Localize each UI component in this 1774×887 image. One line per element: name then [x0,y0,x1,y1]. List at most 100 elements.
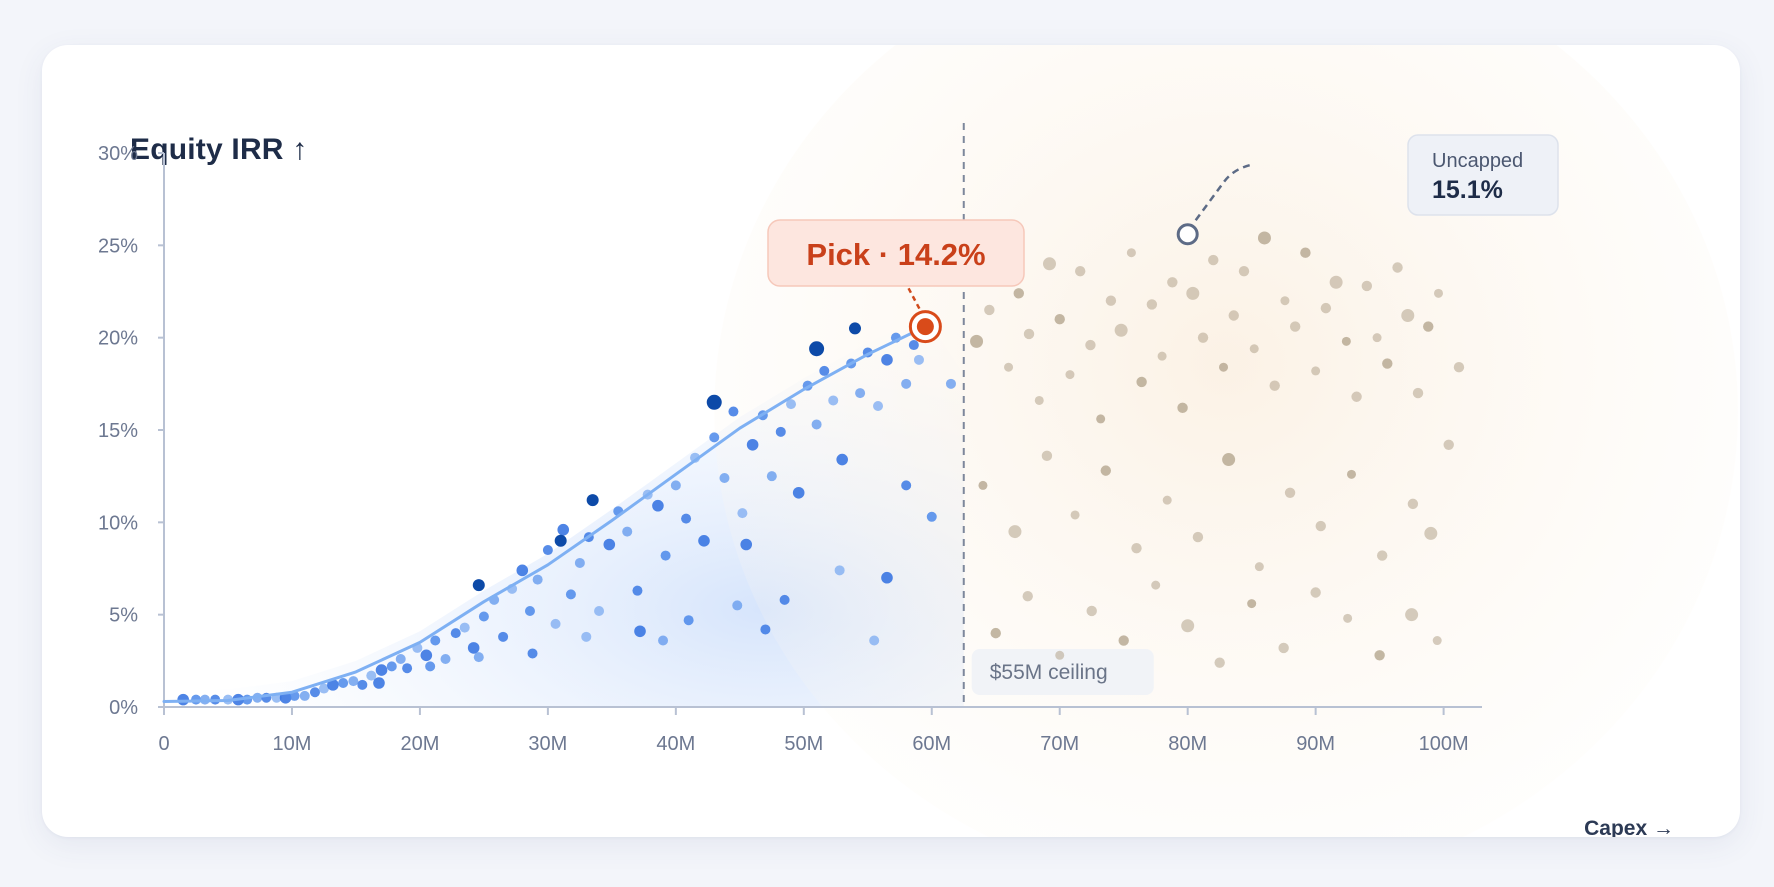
point-feasible [375,664,388,676]
point-feasible [926,511,937,522]
point-above-ceiling [1162,495,1172,505]
point-feasible [779,594,790,605]
point-feasible [901,480,912,491]
point-feasible [901,378,912,389]
x-axis-label: Capex → [1584,817,1674,837]
point-above-ceiling [1329,275,1343,289]
point-above-ceiling [1022,591,1033,602]
point-feasible [542,545,553,556]
point-above-ceiling [1401,309,1415,323]
point-feasible [908,340,919,351]
point-above-ceiling [978,480,988,490]
point-above-ceiling [1228,310,1239,321]
point-feasible-emphasized [586,494,599,507]
point-feasible [366,670,377,681]
point-feasible [828,395,839,406]
point-above-ceiling [1284,487,1296,498]
point-feasible [386,661,397,672]
point-above-ceiling [1412,387,1424,399]
chart-title: Equity IRR ↑ [130,133,308,166]
point-above-ceiling [990,627,1001,639]
point-above-ceiling [1041,450,1053,462]
point-feasible [855,388,866,399]
point-above-ceiling [1320,302,1332,314]
point-feasible [660,550,671,561]
point-feasible [498,631,509,642]
point-feasible [574,557,585,568]
point-above-ceiling [1423,321,1434,332]
point-feasible [478,611,489,622]
point-feasible [683,615,694,626]
point-above-ceiling [1214,657,1225,668]
point-feasible [873,400,884,411]
point-above-ceiling [1315,520,1326,532]
uncapped-callout-title: Uncapped [1432,150,1523,172]
point-feasible [473,652,484,663]
point-above-ceiling [1008,525,1022,539]
point-feasible [740,538,753,551]
point-feasible [786,399,797,410]
point-above-ceiling [1407,498,1419,510]
point-feasible [450,628,461,639]
x-tick-label: 100M [1419,733,1469,755]
point-feasible [373,677,385,689]
uncapped-marker [1176,223,1199,246]
y-tick-label: 5% [109,605,138,627]
point-above-ceiling [1136,376,1147,388]
point-above-ceiling [1192,531,1204,543]
point-feasible [881,354,893,366]
ceiling-label-box [971,649,1154,695]
point-feasible [532,574,543,585]
x-tick-label: 0 [158,733,169,755]
point-feasible [681,513,692,524]
point-feasible [557,523,570,536]
point-above-ceiling [1131,542,1142,554]
point-above-ceiling [1054,314,1065,325]
point-feasible [819,365,830,376]
scatter-chart: 0% 5% 10% 15% 20% 25% 30% 0 10M 20M 30M 40M 50M 60M 70… [98,45,1738,837]
point-above-ceiling [1392,262,1403,273]
point-above-ceiling [1432,636,1442,646]
point-feasible [719,473,730,484]
point-feasible-emphasized [554,534,567,547]
point-feasible [524,605,535,616]
point-above-ceiling [1269,380,1280,391]
point-above-ceiling [1118,635,1129,646]
point-above-ceiling [1249,344,1259,354]
point-above-ceiling [1238,265,1250,277]
point-above-ceiling [1372,333,1382,343]
point-above-ceiling [1146,299,1158,310]
point-feasible [652,499,664,512]
y-tick-label: 0% [109,697,138,719]
point-above-ceiling [1280,296,1290,306]
point-above-ceiling [1114,323,1128,337]
point-above-ceiling [1311,366,1321,376]
x-tick-label: 90M [1296,733,1335,755]
point-above-ceiling [1374,650,1385,661]
point-feasible-emphasized [706,394,722,410]
point-feasible [420,649,433,662]
point-feasible [581,631,592,642]
point-feasible [737,508,748,519]
y-tick-label: 30% [98,143,138,165]
point-above-ceiling [1167,277,1178,288]
point-feasible [177,693,189,706]
point-feasible [775,426,786,437]
x-tick-label: 60M [912,733,951,755]
point-feasible [760,624,771,635]
point-feasible [395,653,406,664]
point-above-ceiling [1351,391,1362,402]
point-above-ceiling [1278,642,1289,654]
point-feasible [945,378,956,389]
point-above-ceiling [1257,231,1271,245]
point-above-ceiling [1042,257,1056,271]
x-tick-label: 20M [400,733,439,755]
point-above-ceiling [1034,395,1044,405]
point-above-ceiling [1405,608,1419,622]
point-above-ceiling [1208,254,1219,266]
ceiling-label: $55M ceiling [990,661,1108,684]
x-tick-label: 30M [528,733,567,755]
point-feasible [622,526,633,537]
point-feasible [440,653,451,664]
point-feasible [459,622,470,633]
